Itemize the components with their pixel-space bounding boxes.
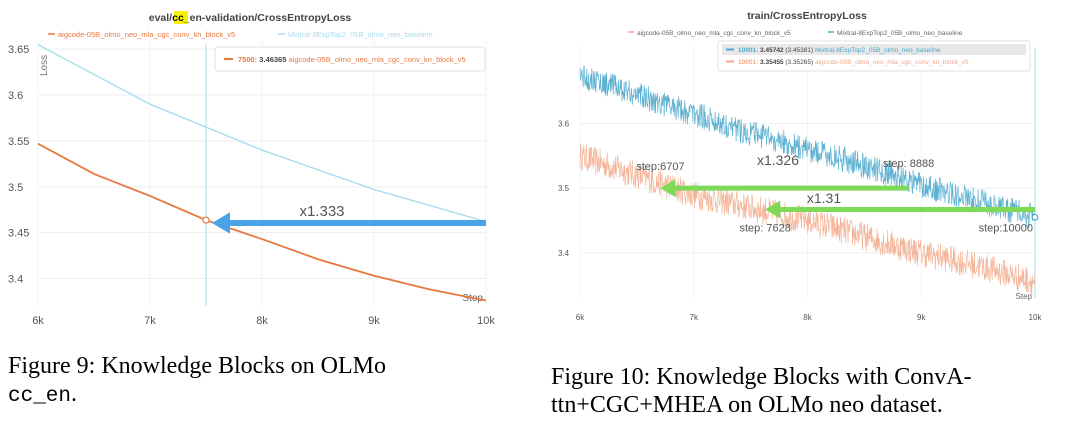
caption-left-text: Figure 9: Knowledge Blocks on OLMo [8,353,386,379]
tooltip-series: Mixtral-8ExpTop2_05B_olmo_neo_baseline [815,47,941,54]
speedup-arrow-0 [660,179,909,198]
legend-label-0: aigcode-05B_olmo_neo_mla_cgc_conv_kn_blo… [637,30,791,37]
tooltip-series: aigcode-05B_olmo_neo_mla_cgc_conv_kn_blo… [288,55,465,64]
tooltip-value: 3.35455 [760,59,785,66]
y-tick-label: 3.6 [8,90,23,102]
x-tick-label: 6k [32,315,44,327]
chart-left-title-part: eval/ [149,12,172,24]
tooltip-value: 3.45742 [760,47,785,54]
tooltip: 7500: 3.46365 aigcode-05B_olmo_neo_mla_c… [214,46,486,72]
chart-left-title-part: cc [172,12,184,24]
caption-left-period: . [71,381,78,407]
chart-left-title: eval/cc_en-validation/CrossEntropyLoss [149,12,352,24]
y-tick-label: 3.5 [558,184,570,193]
series-line-1 [37,43,487,223]
speedup-arrow-1 [765,200,1035,219]
y-tick-label: 3.4 [558,249,570,258]
y-axis-label: Loss [39,55,50,76]
chart-left-legend: aigcode-05B_olmo_neo_mla_cgc_conv_kn_blo… [48,30,433,39]
step-label: step: 8888 [883,158,934,170]
y-tick-label: 3.6 [558,120,570,129]
chart-left: eval/cc_en-validation/CrossEntropyLossai… [8,11,495,327]
hover-point [1031,213,1039,221]
tooltip-smoothed: (3.45381) [785,47,815,54]
x-tick-label: 7k [690,313,699,322]
x-tick-label: 9k [917,313,926,322]
tooltip-box [214,46,486,72]
tooltip-step: 10001: [738,59,760,66]
x-tick-label: 10k [477,315,495,327]
chart-right-legend: aigcode-05B_olmo_neo_mla_cgc_conv_kn_blo… [628,30,963,37]
tooltip: 10001: 3.45742 (3.45381) Mixtral-8ExpTop… [717,40,1031,72]
tooltip-row-0: 10001: 3.45742 (3.45381) Mixtral-8ExpTop… [738,47,941,54]
step-label: step: 7628 [739,222,790,234]
speedup-arrow-head [212,212,230,234]
tooltip-smoothed: (3.35265) [785,59,815,66]
speedup-label-0: x1.326 [757,152,799,168]
figure-caption-right: Figure 10: Knowledge Blocks with ConvA- … [551,363,1071,419]
y-tick-label: 3.4 [8,273,23,285]
series-line-0 [37,142,487,302]
series-line-1 [579,64,1036,229]
speedup-arrow-0-head [660,179,676,198]
y-tick-label: 3.5 [8,182,23,194]
x-tick-label: 6k [576,313,585,322]
y-tick-label: 3.65 [8,44,29,56]
y-tick-label: 3.55 [8,136,29,148]
tooltip-step: 7500: [238,55,259,64]
x-tick-label: 7k [144,315,156,327]
x-tick-label: 8k [256,315,268,327]
speedup-label-1: x1.31 [807,190,841,206]
tooltip-text: 7500: 3.46365 aigcode-05B_olmo_neo_mla_c… [238,55,466,64]
chart-right: train/CrossEntropyLoss aigcode-05B_olmo_n… [558,10,1043,322]
step-label: step:6707 [636,161,684,173]
tooltip-row-1: 10001: 3.35455 (3.35265) aigcode-05B_olm… [738,59,969,66]
tooltip-series: aigcode-05B_olmo_neo_mla_cgc_conv_kn_blo… [815,59,969,66]
chart-left-title-part: _en-validation/CrossEntropyLoss [183,12,352,24]
caption-left-code: cc_en [8,385,72,408]
x-tick-label: 8k [803,313,812,322]
speedup-arrow [212,212,486,234]
chart-left-title-highlight [174,11,188,24]
series-line-0 [579,143,1036,296]
speedup-label: x1.333 [299,203,344,220]
tooltip-value: 3.46365 [259,55,288,64]
legend-label-1: Mixtral-8ExpTop2_05B_olmo_neo_baseline [837,30,963,37]
legend-label-0: aigcode-05B_olmo_neo_mla_cgc_conv_kn_blo… [58,30,235,39]
x-tick-label: 10k [1029,313,1043,322]
y-tick-label: 3.45 [8,228,29,240]
speedup-arrow-1-head [765,200,781,219]
x-tick-label: 9k [368,315,380,327]
caption-right-line2: ttn+CGC+MHEA on OLMo neo dataset. [551,392,943,418]
legend-label-1: Mixtral-8ExpTop2_05B_olmo_neo_baseline [288,30,433,39]
caption-right-line1: Figure 10: Knowledge Blocks with ConvA- [551,364,972,390]
tooltip-step: 10001: [738,47,760,54]
figure-caption-left: Figure 9: Knowledge Blocks on OLMo cc_en… [8,352,508,411]
step-label: step:10000 [979,222,1033,234]
hover-point [202,216,210,224]
chart-right-title: train/CrossEntropyLoss [747,10,867,22]
tooltip-row-highlight [722,44,1026,55]
x-axis-label: Step [1016,292,1033,301]
